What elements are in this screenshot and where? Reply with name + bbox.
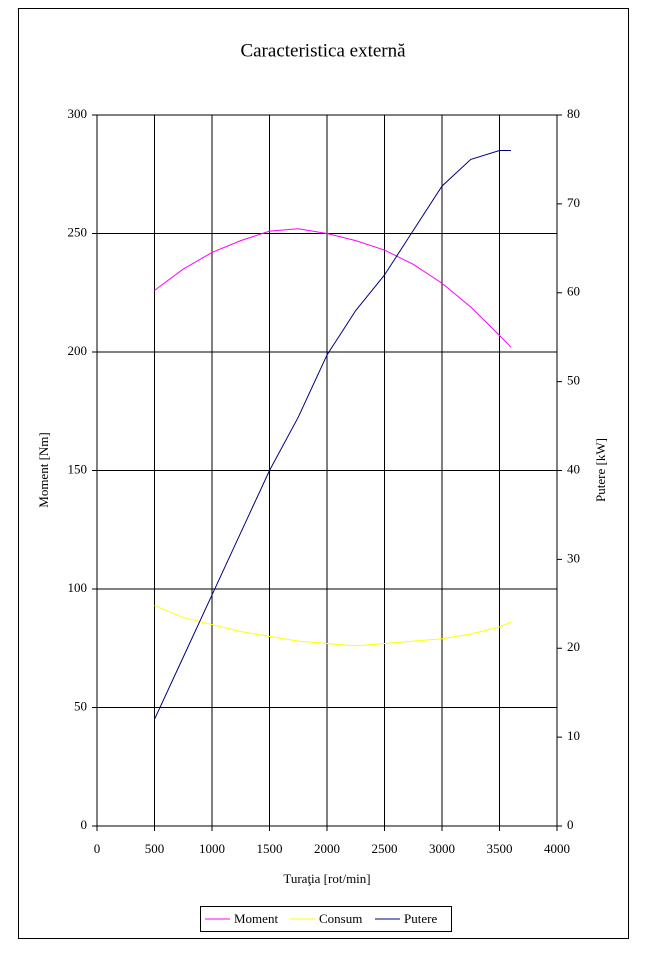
x-tick-label: 3000	[429, 841, 455, 856]
series-line	[154, 228, 512, 348]
chart-title: Caracteristica externă	[240, 40, 406, 61]
y2-tick-label: 30	[567, 550, 580, 565]
y2-tick-label: 40	[567, 461, 580, 476]
y2-tick-label: 10	[567, 728, 580, 743]
y2-tick-label: 50	[567, 373, 580, 388]
x-tick-label: 4000	[544, 841, 570, 856]
x-tick-label: 1000	[199, 841, 225, 856]
y-tick-label: 100	[68, 580, 88, 595]
y2-tick-label: 0	[567, 817, 574, 832]
x-tick-label: 1500	[257, 841, 283, 856]
y2-tick-label: 60	[567, 284, 580, 299]
y-tick-label: 300	[68, 106, 88, 121]
x-tick-label: 3500	[487, 841, 513, 856]
legend-label: Consum	[319, 911, 362, 926]
y-tick-label: 50	[74, 698, 87, 713]
y-tick-label: 150	[68, 461, 88, 476]
x-tick-label: 500	[145, 841, 165, 856]
y2-tick-label: 70	[567, 195, 580, 210]
x-axis-label: Turaţia [rot/min]	[283, 871, 370, 886]
x-tick-label: 2500	[372, 841, 398, 856]
y2-axis-label: Putere [kW]	[593, 438, 608, 502]
y2-tick-label: 20	[567, 639, 580, 654]
legend-label: Putere	[404, 911, 437, 926]
y2-tick-label: 80	[567, 106, 580, 121]
legend-label: Moment	[234, 911, 278, 926]
y-axis-label: Moment [Nm]	[36, 432, 51, 507]
y-tick-label: 250	[68, 224, 88, 239]
chart-frame	[18, 8, 629, 939]
y-tick-label: 200	[68, 343, 88, 358]
series-line	[154, 605, 512, 647]
x-tick-label: 2000	[314, 841, 340, 856]
y-tick-label: 0	[81, 817, 88, 832]
legend-box	[200, 906, 452, 932]
x-tick-label: 0	[94, 841, 101, 856]
series-line	[154, 150, 511, 720]
